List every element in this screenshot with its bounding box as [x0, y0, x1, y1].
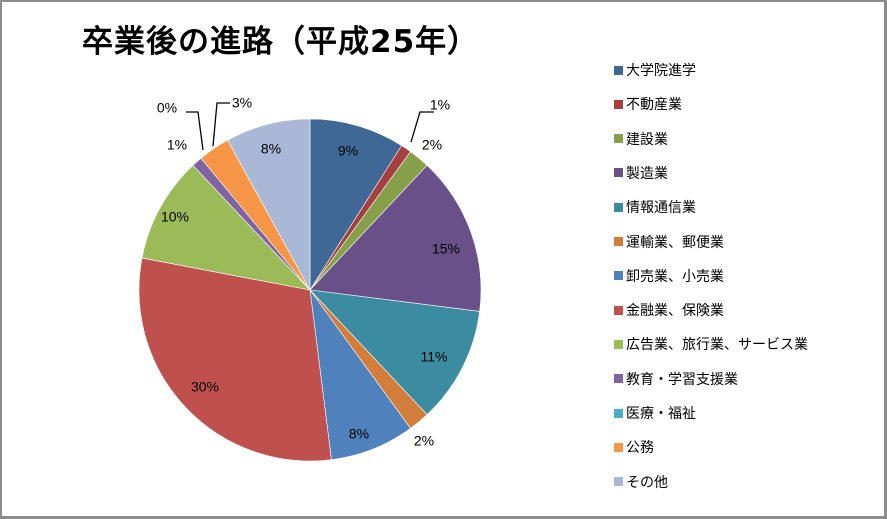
data-label: 2% [422, 137, 442, 153]
data-label: 30% [191, 379, 219, 395]
data-label: 0% [157, 100, 177, 116]
legend-swatch [614, 99, 623, 109]
pie-slice [141, 164, 311, 291]
legend-swatch [614, 202, 623, 212]
legend-label: 製造業 [626, 165, 668, 182]
legend-item: 教育・学習支援業 [614, 369, 738, 389]
legend-swatch [614, 339, 623, 349]
pie-slice [309, 289, 480, 416]
legend-item: 運輸業、郵便業 [614, 232, 724, 252]
legend-swatch [614, 168, 623, 178]
legend-label: 建設業 [626, 131, 668, 148]
legend-label: 教育・学習支援業 [626, 371, 738, 388]
legend-swatch [614, 237, 623, 246]
legend-item: 金融業、保険業 [614, 300, 724, 320]
legend-item: 情報通信業 [614, 197, 696, 217]
legend-swatch [614, 65, 623, 75]
legend-label: 金融業、保険業 [626, 303, 724, 320]
leader-line [212, 102, 230, 147]
legend-swatch [614, 408, 623, 418]
pie-slice [138, 257, 332, 462]
legend-item: 製造業 [614, 163, 668, 183]
data-label: 2% [414, 433, 434, 449]
legend-label: 大学院進学 [626, 63, 696, 79]
legend-label: 卸売業、小売業 [626, 268, 724, 285]
legend-label: 広告業、旅行業、サービス業 [626, 337, 808, 354]
legend-label: 不動産業 [626, 97, 682, 114]
leader-line [410, 111, 434, 143]
legend-swatch [614, 305, 623, 315]
data-label: 10% [161, 209, 189, 225]
legend-swatch [614, 374, 623, 384]
legend-item: 医療・福祉 [614, 403, 696, 423]
legend-swatch [614, 134, 623, 144]
legend-item: 広告業、旅行業、サービス業 [614, 334, 808, 354]
data-label: 9% [338, 143, 358, 159]
data-label: 1% [430, 97, 450, 113]
legend-item: 建設業 [614, 129, 668, 149]
legend-item: 卸売業、小売業 [614, 266, 724, 286]
data-label: 15% [432, 241, 460, 257]
data-label: 1% [167, 137, 187, 153]
legend-label: 情報通信業 [626, 200, 696, 217]
data-label: 8% [349, 426, 369, 442]
leader-line [186, 111, 204, 151]
legend-swatch [614, 271, 623, 281]
pie-slice [309, 118, 403, 292]
data-label: 11% [421, 349, 448, 365]
legend-item: 不動産業 [614, 94, 682, 114]
legend-item: 公務 [614, 437, 654, 457]
legend-swatch [614, 477, 623, 487]
pie-slice [309, 164, 482, 312]
data-label: 8% [261, 141, 281, 157]
pie-slice [227, 118, 311, 291]
legend-item: 大学院進学 [614, 60, 696, 80]
legend-label: 公務 [626, 440, 654, 457]
legend-label: 運輸業、郵便業 [626, 234, 724, 251]
chart-title: 卒業後の進路（平成25年） [82, 24, 480, 60]
legend-label: その他 [626, 474, 668, 491]
legend-item: その他 [614, 472, 668, 492]
data-label: 3% [232, 95, 252, 111]
legend-label: 医療・福祉 [626, 406, 696, 422]
legend-swatch [614, 442, 623, 452]
